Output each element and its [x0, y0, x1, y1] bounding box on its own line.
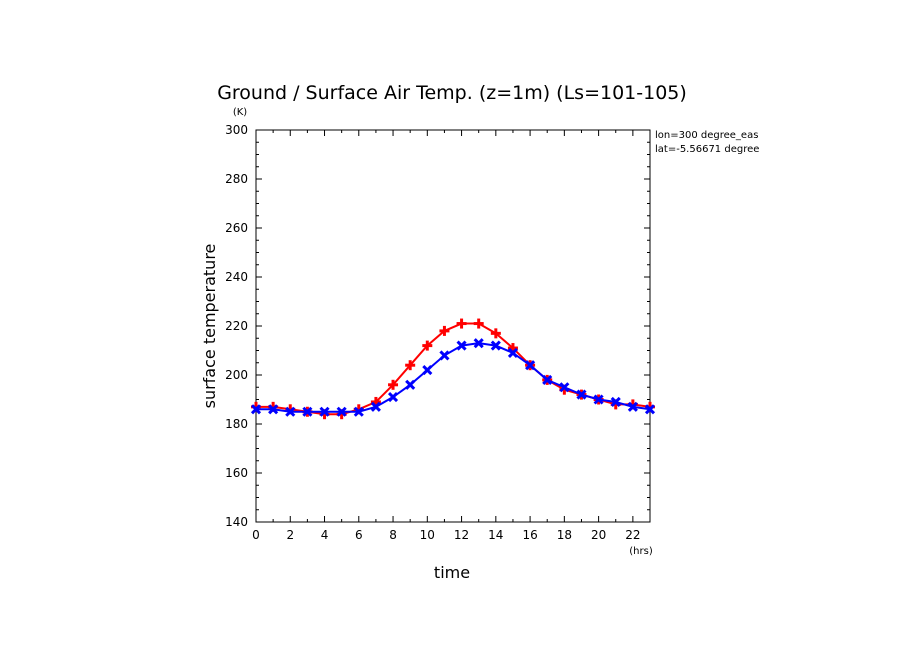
series-1-line [256, 322, 651, 416]
plot-frame [255, 129, 651, 523]
series-2-point [576, 389, 587, 400]
series-2-point [593, 394, 604, 405]
y-unit-label: (K) [233, 107, 247, 118]
x-tick-label: 6 [355, 528, 363, 542]
y-tick-label: 180 [225, 417, 248, 431]
x-tick-label: 12 [454, 528, 469, 542]
x-tick-label: 22 [625, 528, 640, 542]
x-tick-label: 18 [557, 528, 572, 542]
series-2-point [525, 360, 536, 371]
series-2-point [250, 404, 262, 415]
y-tick-label: 160 [225, 466, 248, 480]
series-2-point [644, 404, 656, 415]
annotation-lat: lat=-5.56671 degree [655, 144, 759, 155]
x-tick-label: 0 [252, 528, 260, 542]
annotation-lon: lon=300 degree_eas [655, 130, 758, 141]
series-2-point [285, 406, 296, 417]
series-2-point [268, 404, 279, 415]
series-2-point [456, 340, 467, 351]
series-1-point [473, 318, 484, 329]
series-2-point [387, 391, 399, 403]
series-1-point [388, 379, 399, 390]
series-2-point [422, 365, 433, 376]
x-tick-label: 10 [420, 528, 435, 542]
y-tick-label: 140 [225, 515, 248, 529]
series-2-point [627, 401, 638, 412]
y-tick-label: 280 [225, 172, 248, 186]
series-2-point [559, 382, 570, 393]
y-tick-label: 260 [225, 221, 248, 235]
chart-title: Ground / Surface Air Temp. (z=1m) (Ls=10… [217, 82, 687, 104]
series-1-point [456, 318, 467, 329]
series-2-line [256, 342, 651, 413]
series-2-point [319, 406, 330, 417]
x-tick-label: 16 [522, 528, 537, 542]
series-1-point [422, 340, 433, 351]
y-tick-label: 240 [225, 270, 248, 284]
y-axis-label: surface temperature [200, 244, 219, 409]
series-2-point [473, 338, 484, 349]
series-2-point [439, 350, 450, 361]
series-2-point [610, 396, 621, 408]
y-tick-label: 220 [225, 319, 248, 333]
series-2-point [370, 401, 381, 412]
series-2-point [336, 406, 347, 417]
x-unit-label: (hrs) [629, 546, 653, 557]
series-1-point [439, 325, 450, 336]
x-tick-label: 14 [488, 528, 503, 542]
series-2-point [302, 406, 313, 417]
series-2-point [542, 374, 553, 385]
series-2-point [507, 347, 519, 359]
x-tick-label: 2 [286, 528, 294, 542]
series-1-point [490, 328, 501, 339]
series-2-point [490, 340, 501, 351]
x-tick-label: 8 [389, 528, 397, 542]
y-tick-label: 200 [225, 368, 248, 382]
y-tick-label: 300 [225, 123, 248, 137]
series-2-point [353, 406, 364, 417]
series-2-point [405, 379, 416, 390]
x-tick-label: 20 [591, 528, 606, 542]
x-tick-label: 4 [321, 528, 329, 542]
series-1-point [405, 360, 416, 371]
x-axis-label: time [434, 563, 470, 582]
